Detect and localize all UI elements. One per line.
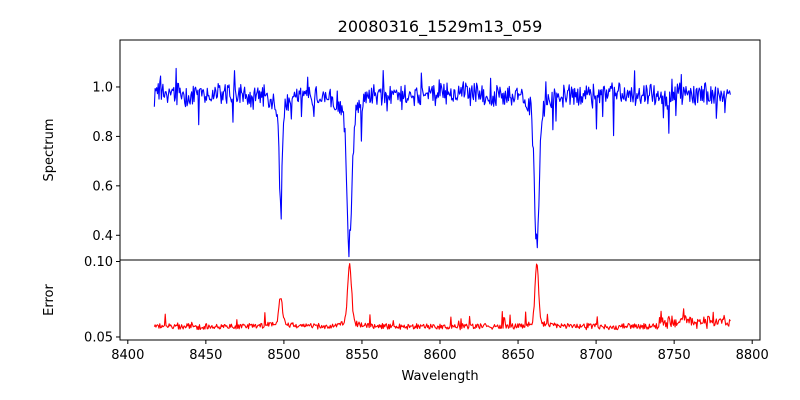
spectrum-line-layer [153,67,731,258]
error-series-line [153,263,731,331]
x-tick-label: 8600 [423,348,456,363]
spectrum-y-tick-label: 0.8 [92,130,113,145]
error-panel: 0.05 0.10 8400 8450 8500 8550 8600 8650 8700 875… [42,255,769,384]
spectrum-y-axis-label: Spectrum [42,119,57,182]
error-y-tick-label: 0.10 [84,255,113,270]
x-tick-label: 8700 [580,348,613,363]
error-y-axis-label: Error [42,284,57,316]
x-tick-label: 8750 [658,348,691,363]
error-x-ticks: 8400 8450 8500 8550 8600 8650 8700 8750 8800 [111,340,769,363]
x-tick-label: 8650 [502,348,535,363]
spectrum-y-tick-label: 0.6 [92,179,113,194]
x-tick-label: 8550 [345,348,378,363]
x-tick-label: 8500 [267,348,300,363]
error-y-ticks: 0.05 0.10 [84,255,120,345]
x-tick-label: 8800 [736,348,769,363]
x-tick-label: 8400 [111,348,144,363]
spectrum-y-tick-label: 0.4 [92,229,113,244]
error-y-tick-label: 0.05 [84,330,113,345]
x-axis-label: Wavelength [401,369,478,384]
chart-title: 20080316_1529m13_059 [338,17,543,37]
spectrum-series-line [153,67,731,258]
spectrum-y-ticks: 0.4 0.6 0.8 1.0 [92,80,120,244]
error-line-layer [153,263,731,331]
x-tick-label: 8450 [189,348,222,363]
spectrum-y-tick-label: 1.0 [92,80,113,95]
